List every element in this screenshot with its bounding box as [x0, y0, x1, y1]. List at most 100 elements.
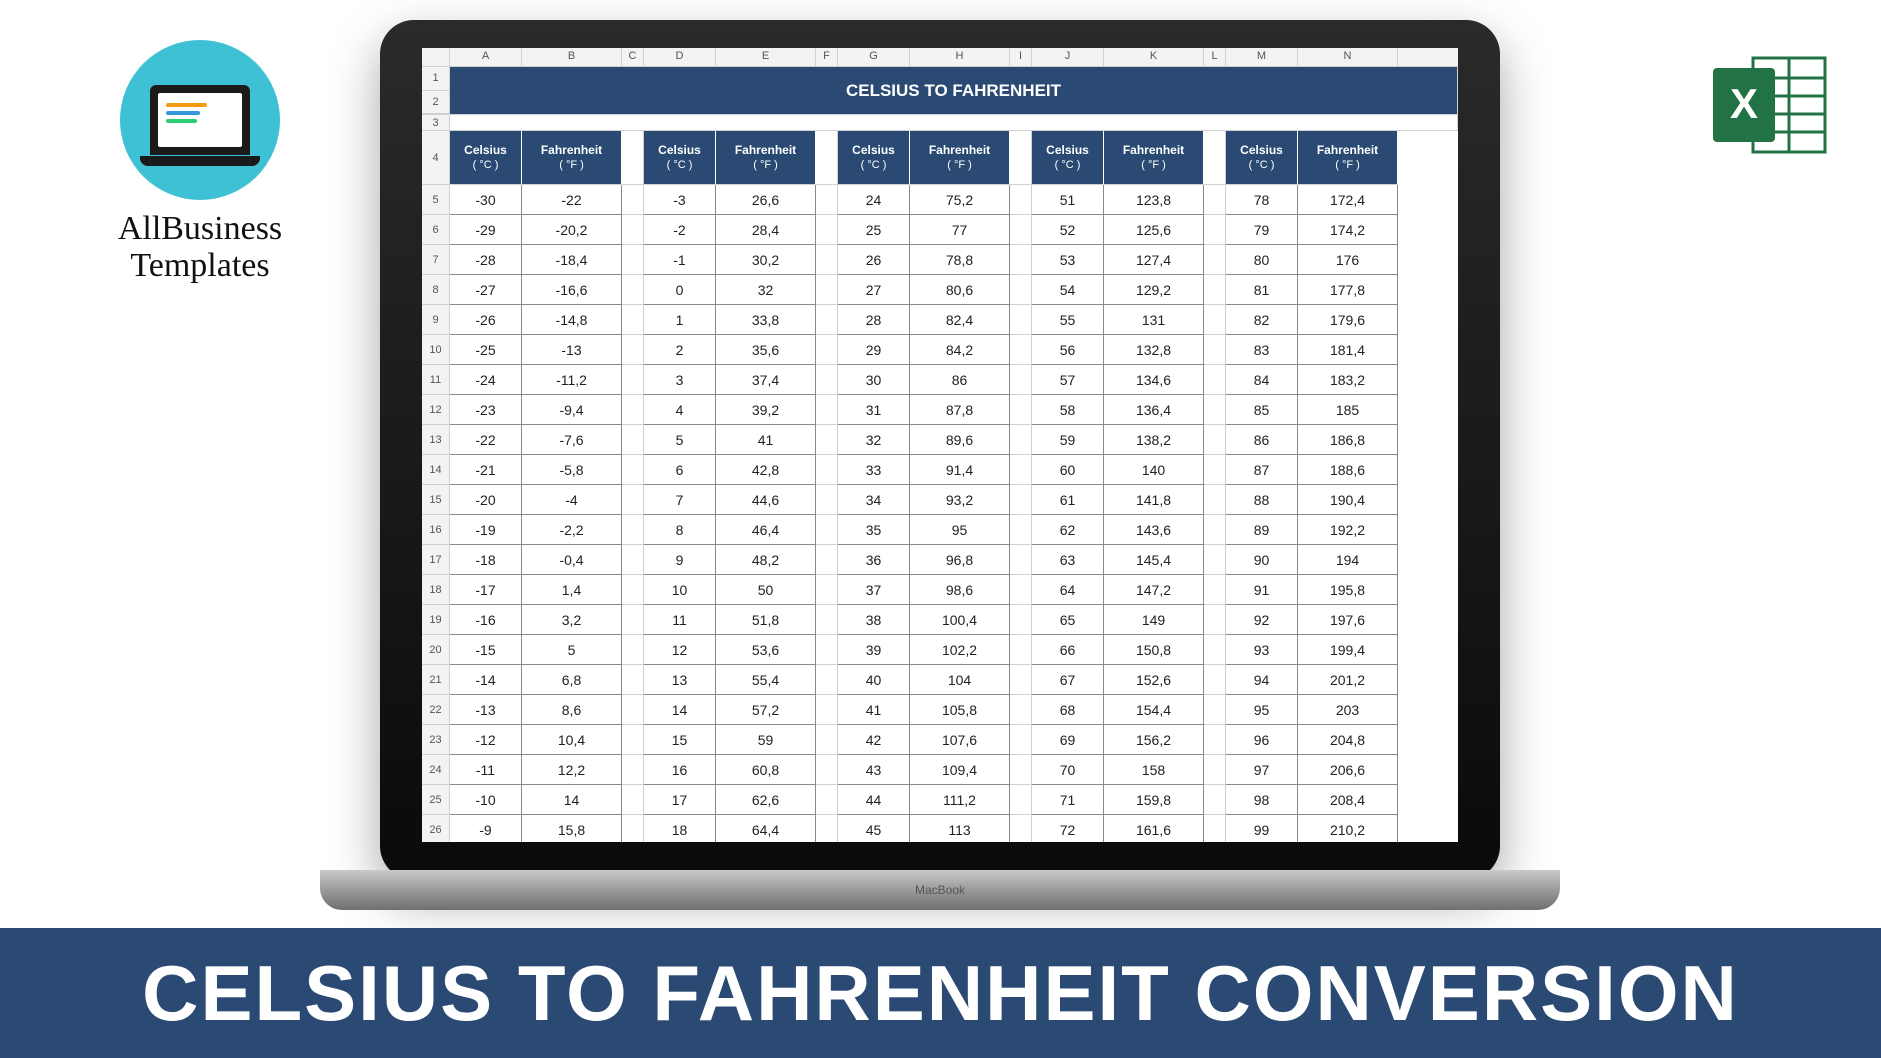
cell-celsius[interactable]: 90: [1226, 545, 1298, 575]
cell-fahrenheit[interactable]: 75,2: [910, 185, 1010, 215]
cell-fahrenheit[interactable]: 179,6: [1298, 305, 1398, 335]
cell-fahrenheit[interactable]: 14: [522, 785, 622, 815]
cell-fahrenheit[interactable]: 96,8: [910, 545, 1010, 575]
cell-fahrenheit[interactable]: 145,4: [1104, 545, 1204, 575]
cell-celsius[interactable]: 41: [838, 695, 910, 725]
cell-celsius[interactable]: 66: [1032, 635, 1104, 665]
cell-fahrenheit[interactable]: 125,6: [1104, 215, 1204, 245]
cell-fahrenheit[interactable]: 28,4: [716, 215, 816, 245]
cell-fahrenheit[interactable]: -9,4: [522, 395, 622, 425]
cell-fahrenheit[interactable]: 204,8: [1298, 725, 1398, 755]
cell-fahrenheit[interactable]: 138,2: [1104, 425, 1204, 455]
cell-celsius[interactable]: -23: [450, 395, 522, 425]
cell-celsius[interactable]: 52: [1032, 215, 1104, 245]
cell-celsius[interactable]: 6: [644, 455, 716, 485]
cell-celsius[interactable]: 65: [1032, 605, 1104, 635]
cell-fahrenheit[interactable]: 192,2: [1298, 515, 1398, 545]
cell-celsius[interactable]: 94: [1226, 665, 1298, 695]
cell-celsius[interactable]: 33: [838, 455, 910, 485]
cell-celsius[interactable]: 11: [644, 605, 716, 635]
cell-celsius[interactable]: 44: [838, 785, 910, 815]
cell-fahrenheit[interactable]: 1,4: [522, 575, 622, 605]
cell-celsius[interactable]: 85: [1226, 395, 1298, 425]
cell-fahrenheit[interactable]: 80,6: [910, 275, 1010, 305]
cell-fahrenheit[interactable]: 57,2: [716, 695, 816, 725]
cell-celsius[interactable]: -14: [450, 665, 522, 695]
cell-celsius[interactable]: 58: [1032, 395, 1104, 425]
cell-celsius[interactable]: 92: [1226, 605, 1298, 635]
cell-celsius[interactable]: 14: [644, 695, 716, 725]
cell-celsius[interactable]: 34: [838, 485, 910, 515]
cell-fahrenheit[interactable]: 33,8: [716, 305, 816, 335]
cell-fahrenheit[interactable]: 143,6: [1104, 515, 1204, 545]
cell-celsius[interactable]: -3: [644, 185, 716, 215]
cell-celsius[interactable]: 57: [1032, 365, 1104, 395]
cell-fahrenheit[interactable]: 161,6: [1104, 815, 1204, 842]
cell-fahrenheit[interactable]: 41: [716, 425, 816, 455]
cell-fahrenheit[interactable]: 32: [716, 275, 816, 305]
cell-fahrenheit[interactable]: 181,4: [1298, 335, 1398, 365]
cell-celsius[interactable]: 93: [1226, 635, 1298, 665]
cell-fahrenheit[interactable]: 111,2: [910, 785, 1010, 815]
cell-fahrenheit[interactable]: 44,6: [716, 485, 816, 515]
cell-fahrenheit[interactable]: 50: [716, 575, 816, 605]
cell-celsius[interactable]: 45: [838, 815, 910, 842]
cell-celsius[interactable]: 61: [1032, 485, 1104, 515]
cell-fahrenheit[interactable]: 26,6: [716, 185, 816, 215]
cell-celsius[interactable]: -9: [450, 815, 522, 842]
cell-fahrenheit[interactable]: 105,8: [910, 695, 1010, 725]
cell-fahrenheit[interactable]: 172,4: [1298, 185, 1398, 215]
cell-fahrenheit[interactable]: -22: [522, 185, 622, 215]
cell-celsius[interactable]: -18: [450, 545, 522, 575]
cell-fahrenheit[interactable]: 186,8: [1298, 425, 1398, 455]
cell-fahrenheit[interactable]: 206,6: [1298, 755, 1398, 785]
cell-celsius[interactable]: 62: [1032, 515, 1104, 545]
cell-fahrenheit[interactable]: 150,8: [1104, 635, 1204, 665]
cell-celsius[interactable]: -29: [450, 215, 522, 245]
cell-fahrenheit[interactable]: 51,8: [716, 605, 816, 635]
cell-fahrenheit[interactable]: 48,2: [716, 545, 816, 575]
cell-celsius[interactable]: 55: [1032, 305, 1104, 335]
cell-fahrenheit[interactable]: 93,2: [910, 485, 1010, 515]
cell-fahrenheit[interactable]: 64,4: [716, 815, 816, 842]
cell-celsius[interactable]: 36: [838, 545, 910, 575]
cell-celsius[interactable]: -22: [450, 425, 522, 455]
cell-celsius[interactable]: 95: [1226, 695, 1298, 725]
cell-fahrenheit[interactable]: 5: [522, 635, 622, 665]
cell-celsius[interactable]: 17: [644, 785, 716, 815]
cell-celsius[interactable]: -1: [644, 245, 716, 275]
cell-fahrenheit[interactable]: 104: [910, 665, 1010, 695]
cell-celsius[interactable]: -10: [450, 785, 522, 815]
cell-fahrenheit[interactable]: 147,2: [1104, 575, 1204, 605]
cell-celsius[interactable]: 4: [644, 395, 716, 425]
cell-fahrenheit[interactable]: -11,2: [522, 365, 622, 395]
cell-celsius[interactable]: 96: [1226, 725, 1298, 755]
cell-fahrenheit[interactable]: 59: [716, 725, 816, 755]
cell-fahrenheit[interactable]: 194: [1298, 545, 1398, 575]
cell-fahrenheit[interactable]: 55,4: [716, 665, 816, 695]
cell-celsius[interactable]: -15: [450, 635, 522, 665]
cell-fahrenheit[interactable]: 190,4: [1298, 485, 1398, 515]
cell-fahrenheit[interactable]: -13: [522, 335, 622, 365]
cell-fahrenheit[interactable]: 183,2: [1298, 365, 1398, 395]
cell-fahrenheit[interactable]: 210,2: [1298, 815, 1398, 842]
cell-celsius[interactable]: 32: [838, 425, 910, 455]
cell-celsius[interactable]: -30: [450, 185, 522, 215]
cell-celsius[interactable]: 80: [1226, 245, 1298, 275]
cell-fahrenheit[interactable]: 84,2: [910, 335, 1010, 365]
cell-celsius[interactable]: -11: [450, 755, 522, 785]
cell-fahrenheit[interactable]: 174,2: [1298, 215, 1398, 245]
cell-celsius[interactable]: 67: [1032, 665, 1104, 695]
cell-celsius[interactable]: -12: [450, 725, 522, 755]
cell-celsius[interactable]: -13: [450, 695, 522, 725]
cell-celsius[interactable]: 98: [1226, 785, 1298, 815]
cell-celsius[interactable]: 91: [1226, 575, 1298, 605]
cell-celsius[interactable]: -17: [450, 575, 522, 605]
cell-celsius[interactable]: 10: [644, 575, 716, 605]
cell-celsius[interactable]: -16: [450, 605, 522, 635]
cell-celsius[interactable]: 29: [838, 335, 910, 365]
cell-celsius[interactable]: -27: [450, 275, 522, 305]
cell-fahrenheit[interactable]: 39,2: [716, 395, 816, 425]
cell-celsius[interactable]: 86: [1226, 425, 1298, 455]
cell-fahrenheit[interactable]: 109,4: [910, 755, 1010, 785]
